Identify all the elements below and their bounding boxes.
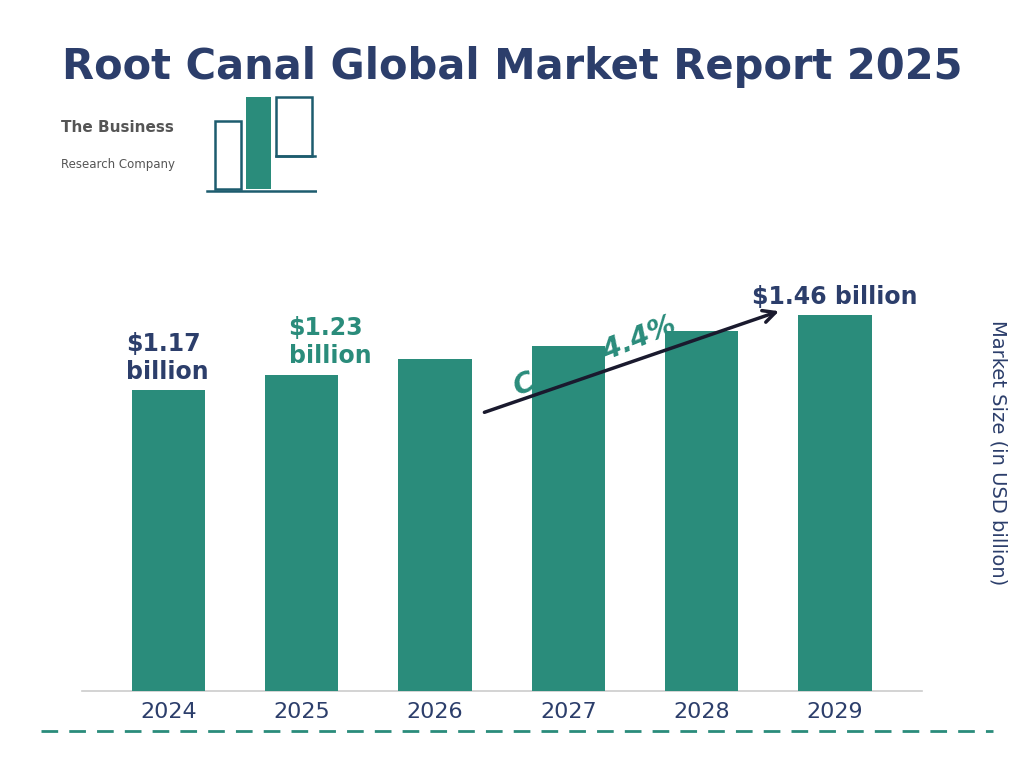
- Bar: [398, 359, 472, 691]
- Bar: [276, 97, 312, 156]
- Text: $1.23
billion: $1.23 billion: [289, 316, 371, 368]
- Text: $1.17
billion: $1.17 billion: [126, 332, 209, 384]
- Text: CAGR 4.4%: CAGR 4.4%: [510, 311, 680, 402]
- Text: $1.46 billion: $1.46 billion: [753, 285, 918, 309]
- Bar: [132, 390, 205, 691]
- Bar: [531, 346, 605, 691]
- Text: Market Size (in USD billion): Market Size (in USD billion): [989, 320, 1008, 586]
- Bar: [246, 97, 271, 189]
- Bar: [665, 331, 738, 691]
- Bar: [265, 375, 339, 691]
- Text: Research Company: Research Company: [61, 158, 175, 170]
- Bar: [799, 316, 871, 691]
- Text: The Business: The Business: [61, 120, 174, 135]
- Bar: [215, 121, 241, 189]
- Text: Root Canal Global Market Report 2025: Root Canal Global Market Report 2025: [61, 46, 963, 88]
